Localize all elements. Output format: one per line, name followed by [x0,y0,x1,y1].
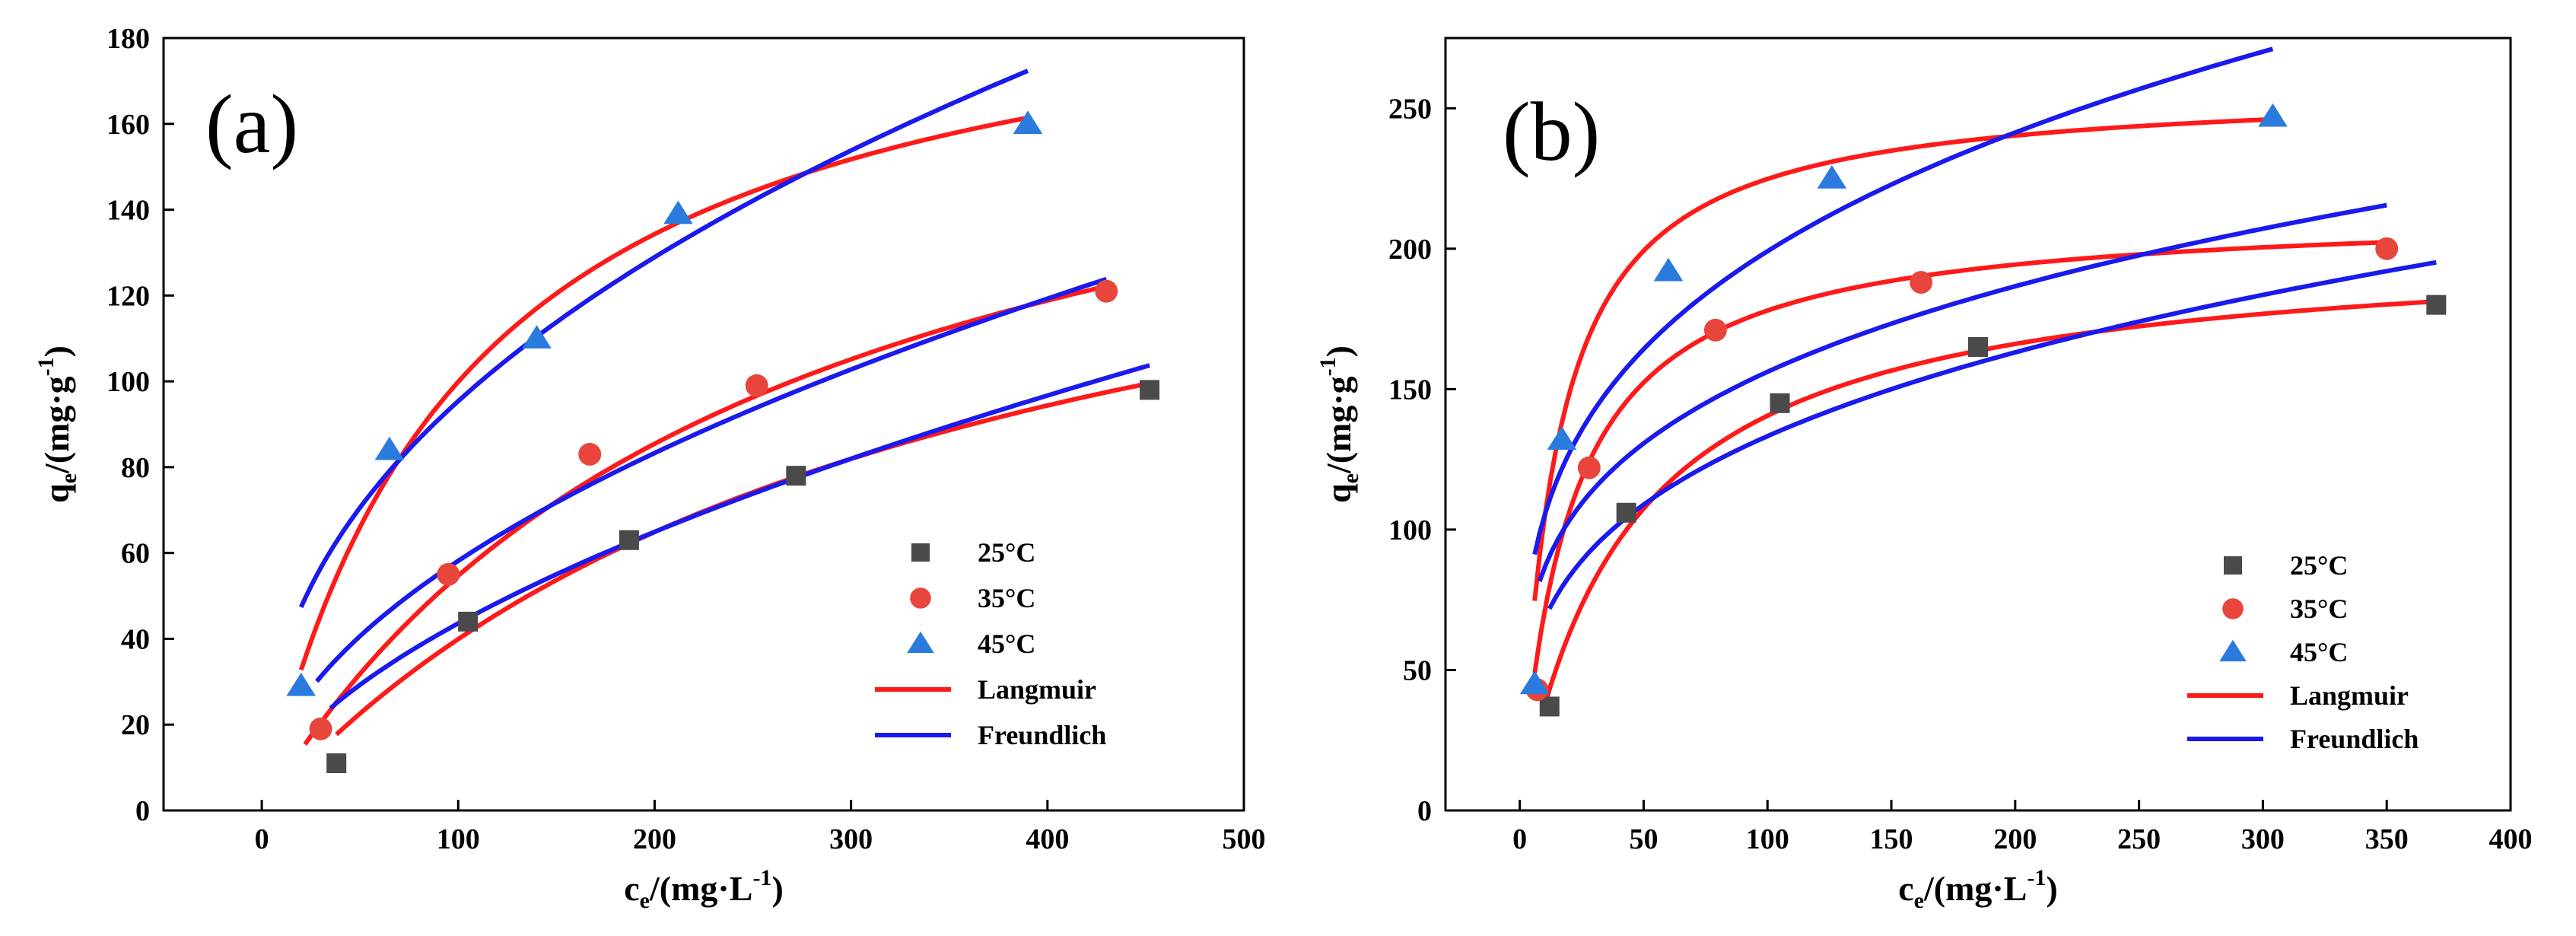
legend-label: 45°C [2290,637,2348,667]
x-tick-label: 400 [1026,823,1069,855]
circle-data-point [2375,237,2399,260]
triangle-data-point [1013,110,1043,134]
x-tick-label: 100 [437,823,480,855]
legend-triangle-marker [2219,639,2247,662]
x-tick-label: 300 [2241,823,2285,855]
triangle-data-point [2258,103,2288,127]
legend: 25°C 35°C 45°C Langmuir Freundlich [2187,550,2419,754]
langmuir-fit-line-2 [303,284,1107,746]
legend-label: Freundlich [2290,724,2419,754]
circle-data-point [309,717,332,740]
x-tick-label: 300 [829,823,873,855]
plot-frame [1444,37,2512,812]
triangle-data-point [286,672,316,696]
square-data-point [1616,502,1636,523]
square-data-point [1140,380,1160,400]
triangle-data-point [1817,164,1847,189]
y-tick-label: 250 [1388,93,1432,125]
triangle-data-point [663,200,693,224]
triangle-data-point [522,325,552,349]
x-tick-label: 250 [2117,823,2161,855]
legend-square-marker [911,543,930,562]
legend-label: Langmuir [978,674,1096,705]
triangle-data-point [374,436,405,460]
y-tick-label: 100 [1388,514,1432,546]
langmuir-fit-line-1 [1542,299,2437,707]
legend-label: 35°C [978,583,1035,613]
y-tick-label: 80 [121,452,150,484]
y-tick-label: 20 [121,709,150,741]
legend-label: 45°C [978,629,1035,659]
y-tick-label: 100 [107,366,150,398]
x-tick-label: 0 [255,823,269,855]
y-tick-label: 150 [1388,374,1432,406]
y-tick-label: 0 [1417,795,1432,827]
panel-label: (b) [1503,85,1600,178]
square-data-point [1539,696,1560,717]
square-data-point [786,466,806,486]
legend-circle-marker [2222,598,2244,619]
triangle-data-point [1519,670,1550,695]
freundlich-fit-line-3 [1532,46,2274,556]
x-tick-label: 400 [2489,823,2533,855]
square-data-point [1968,337,1988,357]
square-data-point [2426,294,2447,315]
circle-data-point [1703,318,1727,342]
freundlich-fit-line-2 [315,276,1108,683]
freundlich-fit-line-1 [1547,259,2437,610]
legend-circle-marker [910,587,931,609]
x-tick-label: 100 [1746,823,1789,855]
square-data-point [326,753,347,773]
square-data-point [458,611,479,632]
legend-triangle-marker [907,631,934,654]
triangle-data-point [1653,257,1684,282]
plot-frame [162,37,1245,812]
x-axis-label: ce/(mg·L-1) [624,865,784,913]
legend-label: Langmuir [2290,680,2409,711]
x-tick-label: 350 [2365,823,2409,855]
legend-label: 25°C [2290,550,2348,581]
y-tick-label: 50 [1403,654,1432,686]
y-tick-label: 200 [1388,234,1432,266]
square-data-point [619,530,639,550]
legend-label: 35°C [2290,594,2348,624]
y-axis-label: qe/(mg·g-1) [1315,345,1363,503]
freundlich-fit-line-3 [298,68,1029,609]
legend: 25°C 35°C 45°C Langmuir Freundlich [875,537,1106,750]
x-tick-label: 0 [1512,823,1527,855]
x-axis-label: ce/(mg·L-1) [1898,865,2058,913]
circle-data-point [745,374,768,397]
langmuir-fit-line-2 [1532,240,2387,673]
circle-data-point [1095,279,1118,303]
y-tick-label: 0 [135,795,150,827]
y-tick-label: 180 [107,23,150,55]
panel-label: (a) [205,78,298,170]
chart-panel-a: 0 100 200 300 400 500 0 20 40 60 80 100 120 140 160 180… [33,23,1266,913]
legend-label: Freundlich [978,720,1106,750]
x-tick-label: 50 [1629,823,1658,855]
circle-data-point [1577,456,1601,479]
freundlich-fit-line-2 [1537,202,2387,582]
y-axis-label: qe/(mg·g-1) [33,345,81,503]
legend-square-marker [2224,556,2242,575]
circle-data-point [578,443,602,466]
y-tick-label: 60 [121,538,150,570]
circle-data-point [437,562,460,586]
circle-data-point [1910,271,1933,294]
square-data-point [1770,393,1790,413]
triangle-data-point [1547,426,1577,450]
y-tick-label: 40 [121,623,150,655]
legend-label: 25°C [978,537,1035,568]
x-tick-label: 500 [1223,823,1266,855]
chart-panel-b: 0 50 100 150 200 250 300 350 400 0 50 100 150 200 250 c… [1315,37,2533,913]
y-tick-label: 140 [107,195,150,227]
x-tick-label: 150 [1870,823,1913,855]
langmuir-fit-line-3 [298,115,1029,671]
x-tick-label: 200 [1993,823,2037,855]
x-tick-label: 200 [633,823,676,855]
y-tick-label: 120 [107,280,150,312]
langmuir-fit-line-3 [1532,116,2273,601]
y-tick-label: 160 [107,109,150,141]
